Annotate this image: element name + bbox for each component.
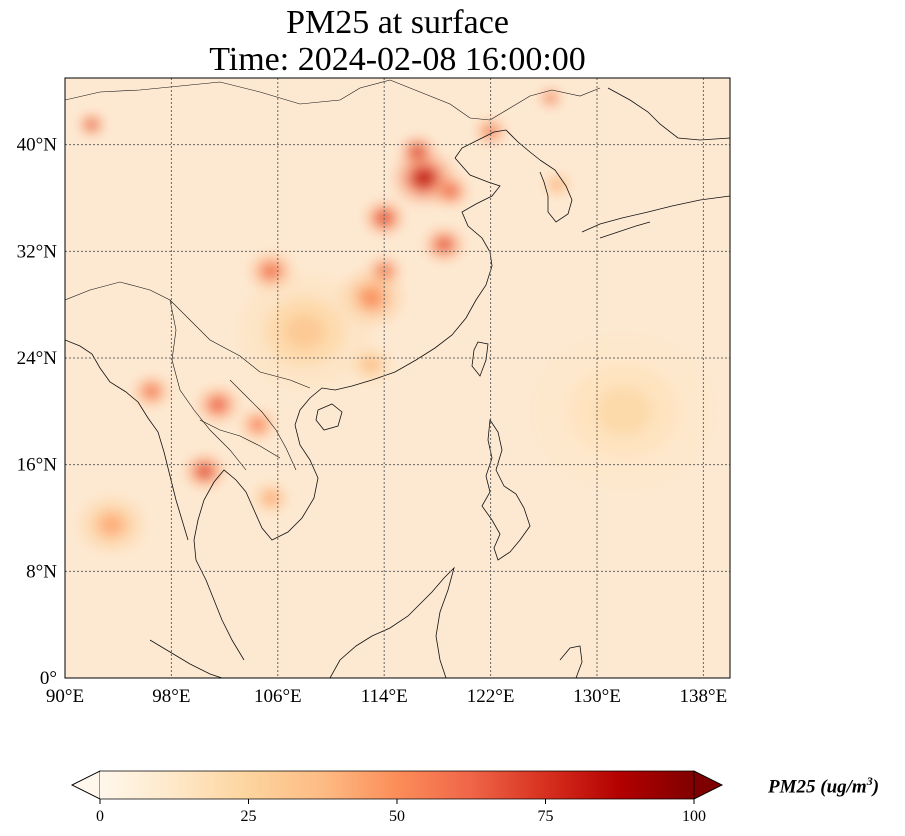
map-axis-ticks: 90°E 98°E 106°E 114°E 122°E 130°E 138°E 0° 8°N 16…	[17, 135, 728, 707]
pm25-hotspot-south-china-background	[284, 314, 325, 349]
pm25-hotspot-cambodia	[265, 493, 277, 503]
colorbar-gradient	[100, 771, 694, 799]
pm25-hotspot-anhui-jiangsu	[438, 239, 450, 250]
pm25-hotspot-korea-peninsula	[553, 181, 562, 189]
lon-tick-label: 138°E	[680, 686, 728, 707]
pm25-hotspot-pacific-plume	[595, 387, 652, 436]
colorbar: 0 25 50 75 100	[71, 770, 723, 825]
pm25-hotspot-guangdong	[364, 359, 377, 370]
colorbar-extend-max	[693, 770, 723, 800]
pm25-hotspot-northern-laos	[211, 399, 224, 410]
colorbar-tick-label: 0	[96, 808, 104, 825]
pm25-hotspot-bay-of-bengal-plume	[101, 516, 122, 534]
colorbar-tick-label: 25	[241, 808, 257, 825]
lon-tick-label: 106°E	[254, 686, 302, 707]
pm25-hotspot-sichuan-basin	[264, 265, 278, 277]
map-gridlines	[65, 78, 730, 678]
colorbar-tick-label: 75	[538, 808, 554, 825]
lat-tick-label: 24°N	[17, 348, 58, 369]
lat-tick-label: 16°N	[17, 455, 58, 476]
pm25-hotspot-northeast-china	[547, 95, 554, 101]
pm25-hotspot-laos-vietnam	[252, 420, 264, 430]
pm25-field	[78, 88, 717, 553]
colorbar-tick-label: 50	[389, 808, 405, 825]
pm25-hotspot-xinjiang-strip	[88, 121, 96, 128]
pm25-hotspot-beijing-hebei	[412, 147, 423, 156]
map-title: PM25 at surface	[286, 4, 509, 41]
lat-tick-label: 0°	[40, 668, 57, 689]
lat-tick-label: 8°N	[26, 561, 57, 582]
map-subtitle-time: Time: 2024-02-08 16:00:00	[209, 41, 586, 78]
colorbar-tick-label: 100	[682, 808, 706, 825]
map-frame	[64, 77, 731, 679]
pm25-hotspot-myanmar	[146, 386, 157, 396]
colorbar-title: PM25 (ug/m3)	[768, 774, 880, 798]
lon-tick-label: 90°E	[46, 686, 84, 707]
pm25-hotspot-hunan-jiangxi	[361, 289, 381, 307]
pm25-hotspot-thailand-north	[199, 466, 211, 477]
lat-tick-label: 32°N	[17, 241, 58, 262]
colorbar-extend-min	[71, 770, 101, 800]
pm25-hotspot-north-china-plain	[415, 170, 433, 186]
pm25-hotspot-shandong	[445, 186, 456, 196]
lon-tick-label: 98°E	[152, 686, 190, 707]
lon-tick-label: 122°E	[467, 686, 515, 707]
colorbar-ticks: 0 25 50 75 100	[96, 799, 706, 825]
lon-tick-label: 114°E	[361, 686, 408, 707]
coastlines-and-borders	[65, 79, 730, 678]
lat-tick-label: 40°N	[17, 135, 58, 156]
lon-tick-label: 130°E	[573, 686, 621, 707]
